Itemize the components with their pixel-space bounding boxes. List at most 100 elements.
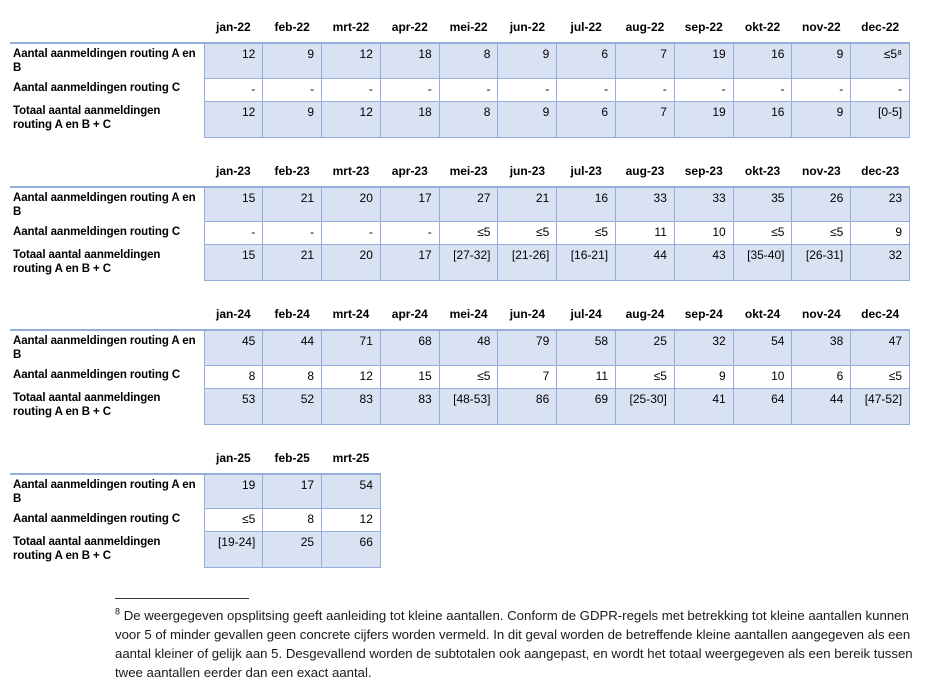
value-cell: [25-30] xyxy=(615,387,675,425)
value-cell: [0-5] xyxy=(850,100,911,138)
tables-area: jan-22 feb-22 mrt-22 apr-22 mei-22 jun-22 jul-… xyxy=(10,20,927,568)
month-header: jul-24 xyxy=(570,307,602,321)
month-header: jan-25 xyxy=(216,450,251,465)
value-cell: 23 xyxy=(850,185,911,222)
value-cell: 15 xyxy=(379,364,440,389)
month-header-row: jan-23 feb-23 mrt-23 apr-23 mei-23 jun-23 jul-… xyxy=(10,164,910,187)
value-cell: - xyxy=(203,77,264,102)
value-cell: 21 xyxy=(262,185,323,222)
month-header: jan-24 xyxy=(216,307,251,321)
value-cell: 54 xyxy=(321,472,381,509)
value-cell: 9 xyxy=(791,42,852,79)
value-cell: ≤5⁸ xyxy=(850,42,911,79)
value-cell: 9 xyxy=(497,42,558,79)
monthly-table-2023: jan-23 feb-23 mrt-23 apr-23 mei-23 jun-23 jul-… xyxy=(10,164,911,281)
row-label: Aantal aanmeldingen routing A en B xyxy=(10,329,204,365)
table-row: Totaal aantal aanmeldingen routing A en … xyxy=(10,387,911,425)
month-header: sep-23 xyxy=(684,163,723,178)
value-cell: 17 xyxy=(379,185,440,222)
value-cell: 47 xyxy=(850,329,911,366)
value-cell: [19-24] xyxy=(203,531,264,568)
value-cell: 7 xyxy=(615,100,675,138)
value-cell: 20 xyxy=(321,244,381,281)
value-cell: 83 xyxy=(321,387,381,425)
table-row: Totaal aantal aanmeldingen routing A en … xyxy=(10,244,911,281)
value-cell: 44 xyxy=(791,387,852,425)
value-cell: 16 xyxy=(732,42,793,79)
month-header: okt-24 xyxy=(744,307,781,321)
month-header: jul-22 xyxy=(570,20,602,34)
footnote-marker: 8 xyxy=(115,606,121,617)
month-header: jun-24 xyxy=(509,307,546,321)
empty-header-cell xyxy=(10,307,204,330)
row-label: Aantal aanmeldingen routing C xyxy=(13,225,181,238)
month-header: apr-24 xyxy=(391,307,428,321)
value-cell: - xyxy=(791,77,852,102)
value-cell: 21 xyxy=(497,185,558,222)
row-label: Totaal aantal aanmeldingen routing A en … xyxy=(13,248,161,275)
value-cell: 8 xyxy=(438,42,499,79)
value-cell: 7 xyxy=(497,364,558,389)
month-header-row: jan-22 feb-22 mrt-22 apr-22 mei-22 jun-22 jul-… xyxy=(10,20,910,43)
value-cell: 44 xyxy=(615,244,675,281)
value-cell: 86 xyxy=(497,387,558,425)
value-cell: 83 xyxy=(379,387,440,425)
footnote-body: De weergegeven opsplitsing geeft aanleid… xyxy=(115,608,913,680)
value-cell: 54 xyxy=(732,329,793,366)
table-row: Aantal aanmeldingen routing C-----------… xyxy=(10,77,911,102)
value-cell: 26 xyxy=(791,185,852,222)
value-cell: - xyxy=(379,77,440,102)
value-cell: 53 xyxy=(203,387,264,425)
month-header: nov-22 xyxy=(802,20,841,34)
monthly-table-2025: jan-25 feb-25 mrt-25 Aantal aanmeldingen ro… xyxy=(10,450,381,568)
value-cell: 44 xyxy=(262,329,323,366)
value-cell: - xyxy=(497,77,558,102)
month-header: feb-25 xyxy=(274,450,310,465)
value-cell: 19 xyxy=(203,472,264,509)
value-cell: 6 xyxy=(556,42,617,79)
row-label: Aantal aanmeldingen routing C xyxy=(13,82,181,94)
value-cell: 8 xyxy=(438,100,499,138)
value-cell: 12 xyxy=(321,42,381,79)
month-header: jun-22 xyxy=(509,20,546,34)
month-header: okt-23 xyxy=(744,163,781,178)
value-cell: 11 xyxy=(615,221,675,245)
value-cell: 12 xyxy=(321,100,381,138)
value-cell: 19 xyxy=(673,42,734,79)
value-cell: 58 xyxy=(556,329,617,366)
value-cell: - xyxy=(438,77,499,102)
month-header: aug-23 xyxy=(625,163,665,178)
row-label: Totaal aantal aanmeldingen routing A en … xyxy=(13,535,161,562)
table-row: Aantal aanmeldingen routing A en B 45 44 71… xyxy=(10,329,911,366)
month-header: mrt-23 xyxy=(332,163,370,178)
month-header: apr-22 xyxy=(391,20,428,34)
month-header: mei-22 xyxy=(449,20,488,34)
month-header: jan-22 xyxy=(216,20,251,34)
footnote-separator xyxy=(115,598,249,599)
value-cell: ≤5 xyxy=(556,221,617,245)
value-cell: [35-40] xyxy=(732,244,793,281)
value-cell: 15 xyxy=(203,185,264,222)
value-cell: [21-26] xyxy=(497,244,558,281)
value-cell: 17 xyxy=(262,472,323,509)
month-header: nov-24 xyxy=(802,307,841,321)
month-header: okt-22 xyxy=(744,20,781,34)
value-cell: - xyxy=(673,77,734,102)
value-cell: ≤5 xyxy=(850,364,911,389)
value-cell: 10 xyxy=(732,364,793,389)
value-cell: 15 xyxy=(203,244,264,281)
month-header: mei-23 xyxy=(449,163,488,178)
value-cell: 21 xyxy=(262,244,323,281)
value-cell: 52 xyxy=(262,387,323,425)
value-cell: - xyxy=(262,221,323,245)
month-header: feb-23 xyxy=(274,163,310,178)
month-header: sep-22 xyxy=(684,20,723,34)
monthly-table-2024: jan-24 feb-24 mrt-24 apr-24 mei-24 jun-24 jul-… xyxy=(10,307,911,425)
value-cell: [48-53] xyxy=(438,387,499,425)
value-cell: ≤5 xyxy=(497,221,558,245)
value-cell: - xyxy=(556,77,617,102)
value-cell: ≤5 xyxy=(203,508,264,532)
row-label: Aantal aanmeldingen routing C xyxy=(13,512,181,525)
value-cell: [16-21] xyxy=(556,244,617,281)
